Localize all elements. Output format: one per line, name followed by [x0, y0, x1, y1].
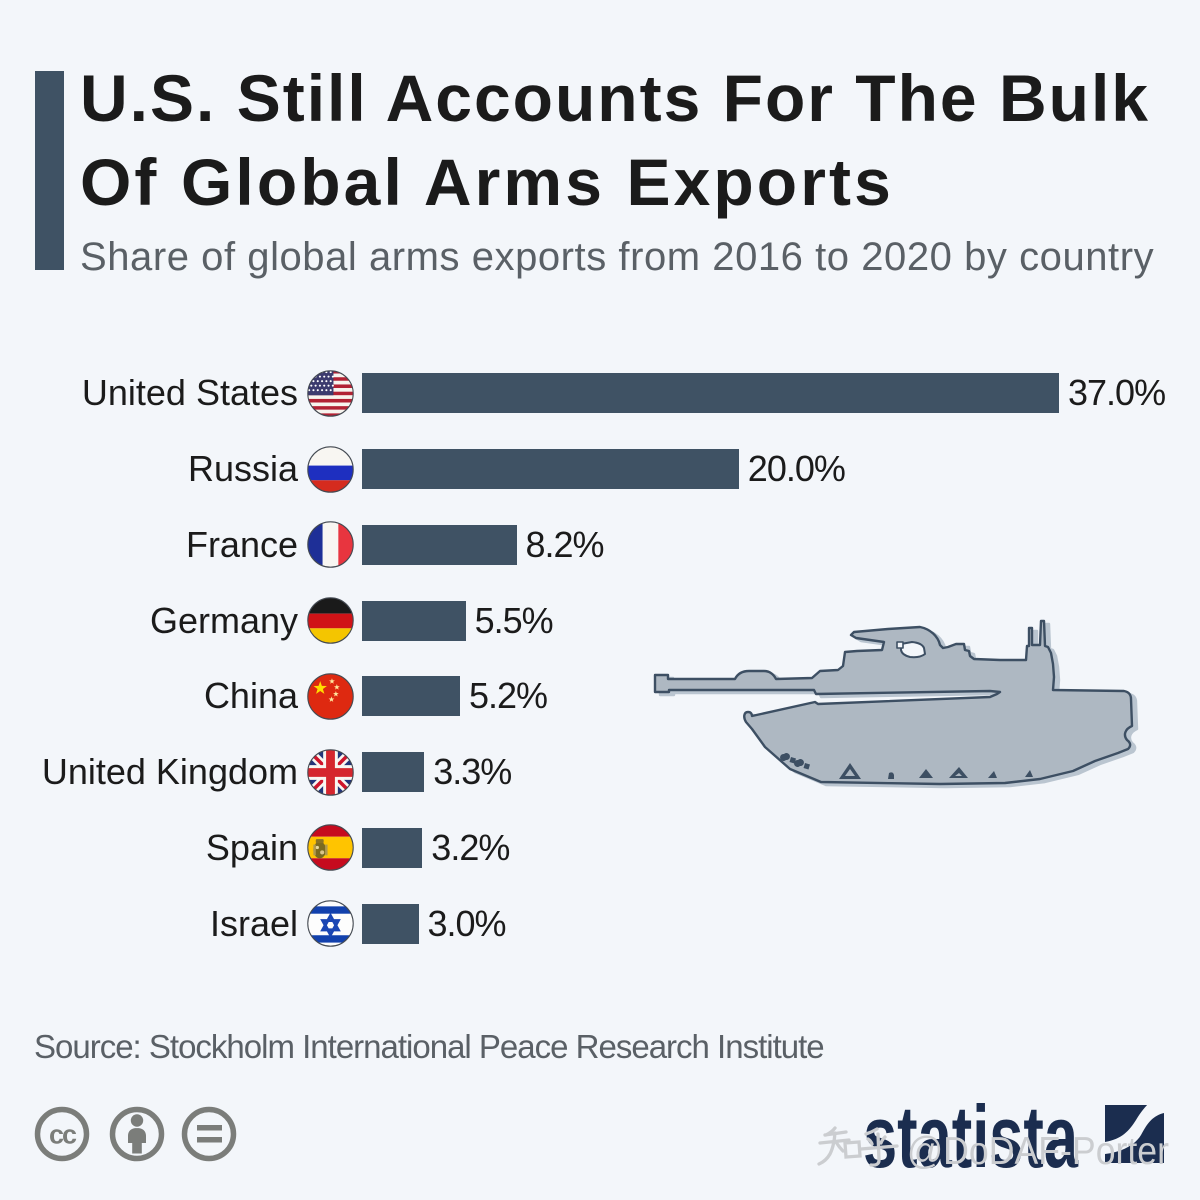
- svg-text:@DoDAF-Porter: @DoDAF-Porter: [907, 1130, 1169, 1173]
- svg-text:cc: cc: [49, 1120, 77, 1150]
- svg-text:statista: statista: [863, 1090, 1079, 1175]
